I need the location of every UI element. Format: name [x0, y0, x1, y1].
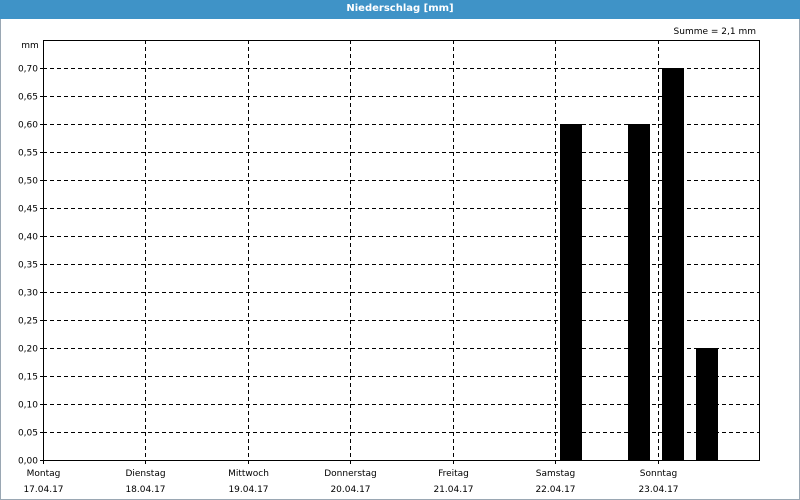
precipitation-bar [628, 124, 650, 460]
x-tick-label-day: Freitag [438, 469, 469, 479]
y-tick-label: 0,15 [18, 373, 38, 383]
y-tick-label: 0,65 [18, 93, 38, 103]
y-tick-label: 0,20 [18, 345, 38, 355]
x-tick-label-date: 22.04.17 [535, 485, 575, 495]
y-tick-label: 0,35 [18, 261, 38, 271]
x-tick-label-date: 21.04.17 [433, 485, 473, 495]
x-tick-label-day: Donnerstag [324, 469, 377, 479]
x-tick-label-day: Sonntag [640, 469, 677, 479]
y-tick-label: 0,05 [18, 429, 38, 439]
precipitation-bar [560, 124, 582, 460]
sum-label: Summe = 2,1 mm [674, 27, 756, 37]
y-tick-label: 0,50 [18, 177, 38, 187]
y-tick-label: 0,25 [18, 317, 38, 327]
x-tick-label-day: Mittwoch [228, 469, 269, 479]
x-tick-label-date: 23.04.17 [638, 485, 678, 495]
y-axis-unit-label: mm [21, 41, 39, 51]
precipitation-bar [696, 348, 718, 460]
x-tick-label-day: Dienstag [125, 469, 165, 479]
y-tick-label: 0,40 [18, 233, 38, 243]
x-tick-label-day: Montag [27, 469, 61, 479]
x-tick-label-date: 20.04.17 [330, 485, 370, 495]
y-tick-label: 0,30 [18, 289, 38, 299]
y-tick-label: 0,45 [18, 205, 38, 215]
chart-title: Niederschlag [mm] [0, 0, 800, 19]
y-tick-label: 0,00 [18, 457, 38, 467]
y-tick-label: 0,55 [18, 149, 38, 159]
y-tick-label: 0,10 [18, 401, 38, 411]
x-tick-label-date: 17.04.17 [23, 485, 63, 495]
x-tick-label-date: 18.04.17 [125, 485, 165, 495]
x-tick-label-day: Samstag [536, 469, 575, 479]
precipitation-bar [662, 68, 684, 460]
plot-area-border [43, 40, 760, 461]
y-tick-label: 0,60 [18, 121, 38, 131]
x-tick-label-date: 19.04.17 [228, 485, 268, 495]
y-tick-label: 0,70 [18, 65, 38, 75]
